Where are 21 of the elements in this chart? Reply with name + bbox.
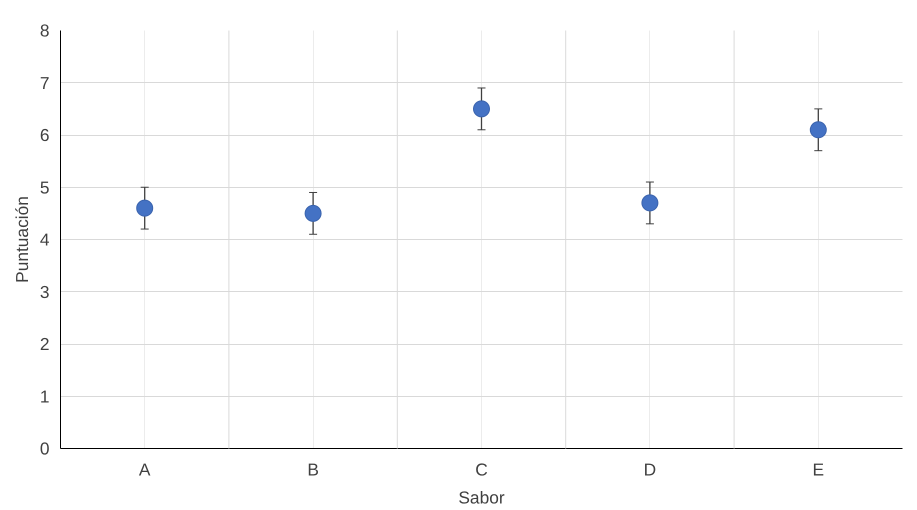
y-tick-label: 1 [40,386,50,406]
y-tick-label: 3 [40,282,50,302]
point [473,100,490,118]
y-tick-label: 6 [40,125,50,145]
y-tick-label: 8 [40,20,50,40]
x-tick-label: A [138,460,151,480]
point [136,200,154,217]
point [304,204,322,222]
y-tick-label: 2 [40,334,50,354]
y-axis-title: Puntuación [12,196,32,283]
point [810,121,827,138]
y-tick-label: 4 [40,230,50,250]
y-tick-label: 5 [40,177,50,198]
y-tick-label: 0 [40,438,50,458]
x-axis-title: Sabor [458,488,505,508]
point [641,194,658,212]
y-tick-label: 7 [40,72,50,93]
x-tick-label: C [475,460,488,480]
x-tick-label: B [307,460,319,480]
x-tick-label: D [644,460,656,480]
x-tick-label: E [812,460,824,480]
